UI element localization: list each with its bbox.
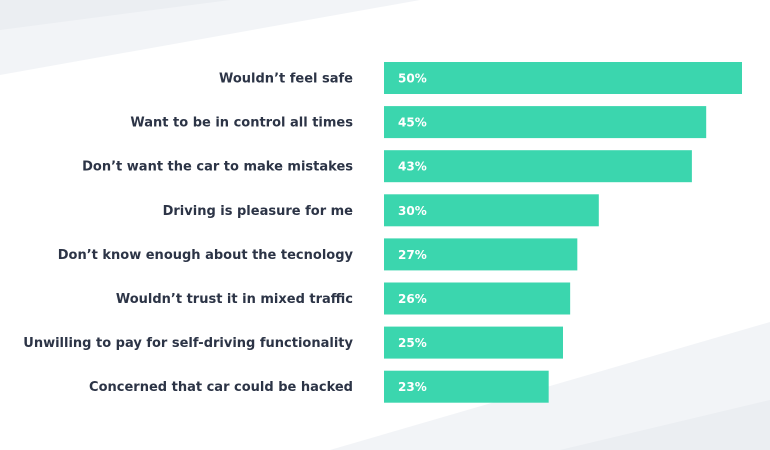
value-label: 43% — [398, 160, 427, 174]
bar — [384, 106, 707, 139]
value-label: 30% — [398, 204, 427, 218]
bar-row: Wouldn’t trust it in mixed traffic 26% — [116, 282, 571, 315]
bar — [384, 194, 599, 227]
category-label: Wouldn’t trust it in mixed traffic — [116, 292, 353, 307]
background-stripe-top — [0, 0, 420, 75]
bar — [384, 150, 692, 183]
bar — [384, 62, 742, 94]
category-label: Concerned that car could be hacked — [89, 380, 353, 395]
bar-row: Unwilling to pay for self-driving functi… — [23, 326, 563, 359]
value-label: 25% — [398, 336, 427, 350]
bar — [384, 238, 578, 271]
value-label: 26% — [398, 292, 427, 306]
value-label: 23% — [398, 380, 427, 394]
category-label: Don’t want the car to make mistakes — [82, 160, 353, 175]
category-label: Wouldn’t feel safe — [219, 72, 353, 87]
bar-row: Don’t want the car to make mistakes 43% — [82, 150, 692, 183]
bars-layer: Wouldn’t feel safe 50% Want to be in contr… — [23, 62, 742, 403]
bar-row: Driving is pleasure for me 30% — [163, 194, 599, 227]
category-label: Don’t know enough about the tecnology — [58, 248, 354, 263]
value-label: 50% — [398, 72, 427, 86]
background-stripe-bottom — [330, 322, 770, 450]
bar-row: Want to be in control all times 45% — [130, 106, 707, 139]
category-label: Driving is pleasure for me — [163, 204, 354, 219]
bar-row: Wouldn’t feel safe 50% — [219, 62, 742, 94]
bar-row: Don’t know enough about the tecnology 27% — [58, 238, 578, 271]
background-stripe-bottom-light — [560, 400, 770, 450]
bar — [384, 282, 571, 315]
background-stripe-top-light — [0, 0, 230, 30]
bar — [384, 370, 549, 403]
value-label: 27% — [398, 248, 427, 262]
category-label: Want to be in control all times — [130, 116, 353, 131]
bar-row: Concerned that car could be hacked 23% — [89, 370, 549, 403]
value-label: 45% — [398, 116, 427, 130]
category-label: Unwilling to pay for self-driving functi… — [23, 336, 353, 351]
bar — [384, 326, 563, 359]
